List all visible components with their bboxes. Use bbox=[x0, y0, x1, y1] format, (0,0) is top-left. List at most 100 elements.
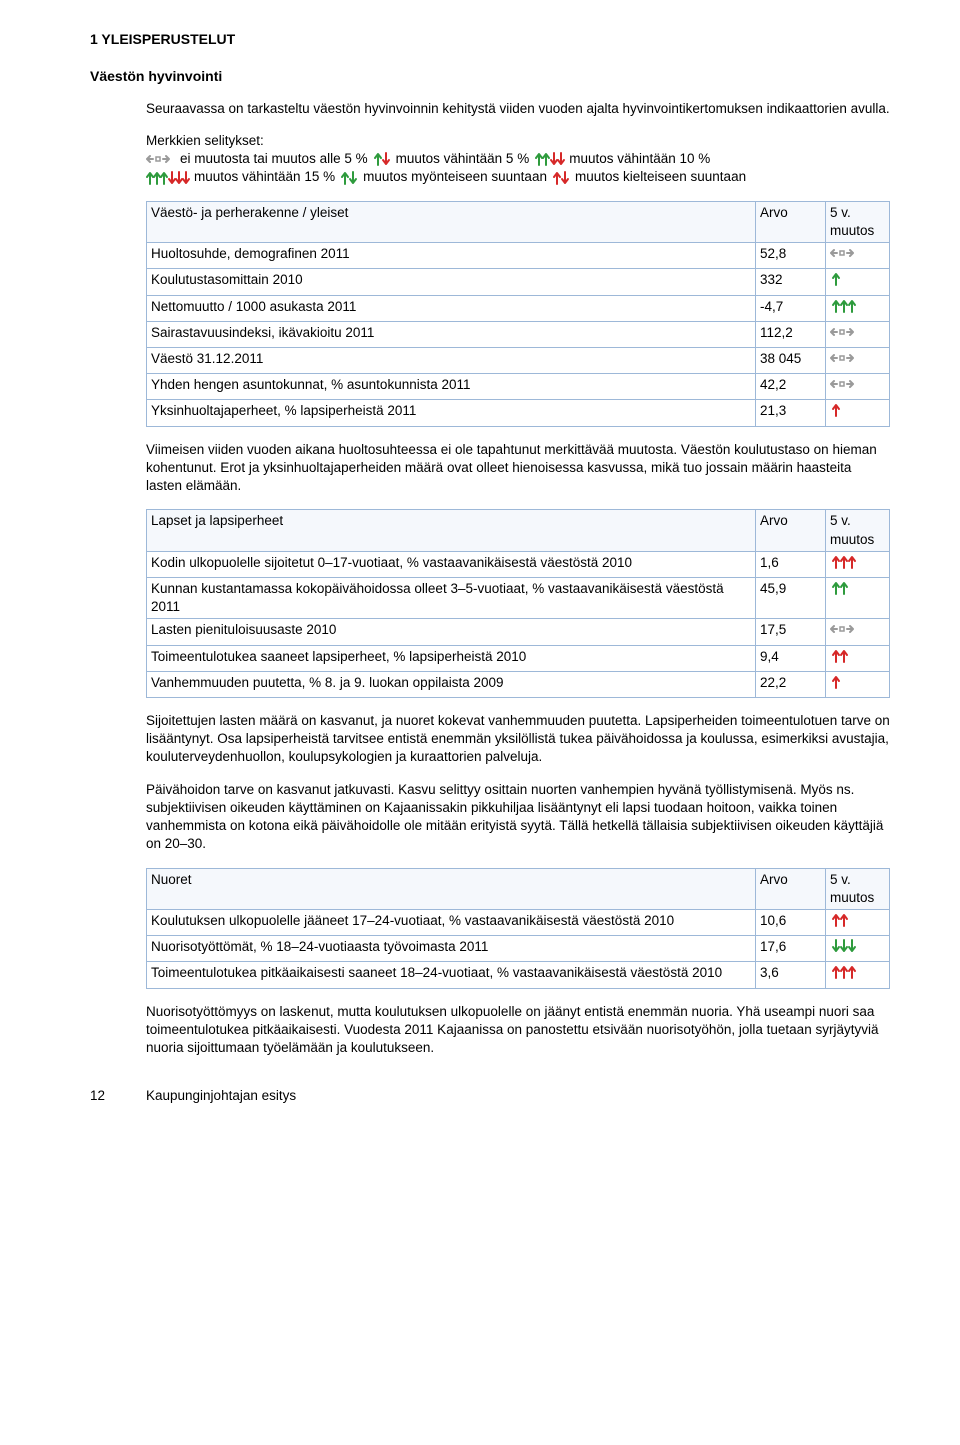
row-value: -4,7 bbox=[756, 295, 826, 321]
legend-label: ei muutosta tai muutos alle 5 % bbox=[180, 150, 368, 168]
trend-icon bbox=[830, 271, 844, 287]
row-value: 3,6 bbox=[756, 962, 826, 988]
page-number: 12 bbox=[90, 1087, 146, 1105]
table-nuoret: Nuoret Arvo 5 v. muutos Koulutuksen ulko… bbox=[146, 868, 890, 989]
table-header-row: Väestö- ja perherakenne / yleiset Arvo 5… bbox=[147, 201, 890, 242]
col-header: Lapset ja lapsiperheet bbox=[147, 510, 756, 551]
paragraph: Päivähoidon tarve on kasvanut jatkuvasti… bbox=[146, 781, 890, 854]
row-value: 52,8 bbox=[756, 243, 826, 269]
row-label: Sairastavuusindeksi, ikävakioitu 2011 bbox=[147, 321, 756, 347]
table-row: Yksinhuoltajaperheet, % lapsiperheistä 2… bbox=[147, 400, 890, 426]
row-icon-cell bbox=[826, 645, 890, 671]
row-icon-cell bbox=[826, 347, 890, 373]
table-row: Sairastavuusindeksi, ikävakioitu 2011112… bbox=[147, 321, 890, 347]
row-icon-cell bbox=[826, 962, 890, 988]
trend-icon bbox=[830, 964, 860, 980]
legend-chg10: muutos vähintään 10 % bbox=[535, 150, 710, 168]
col-header: 5 v. muutos bbox=[826, 868, 890, 909]
table-vaesto: Väestö- ja perherakenne / yleiset Arvo 5… bbox=[146, 201, 890, 427]
table-row: Yhden hengen asuntokunnat, % asuntokunni… bbox=[147, 374, 890, 400]
row-label: Väestö 31.12.2011 bbox=[147, 347, 756, 373]
row-label: Lasten pienituloisuusaste 2010 bbox=[147, 619, 756, 645]
row-label: Toimeentulotukea saaneet lapsiperheet, %… bbox=[147, 645, 756, 671]
pos-icon bbox=[341, 170, 363, 186]
row-value: 21,3 bbox=[756, 400, 826, 426]
row-value: 1,6 bbox=[756, 551, 826, 577]
trend-icon bbox=[830, 674, 844, 690]
row-value: 10,6 bbox=[756, 910, 826, 936]
table-header-row: Lapset ja lapsiperheet Arvo 5 v. muutos bbox=[147, 510, 890, 551]
row-icon-cell bbox=[826, 374, 890, 400]
flat-arrow-icon bbox=[146, 151, 180, 167]
paragraph: Viimeisen viiden vuoden aikana huoltosuh… bbox=[146, 441, 890, 496]
legend-label: muutos vähintään 10 % bbox=[569, 150, 710, 168]
table-row: Väestö 31.12.201138 045 bbox=[147, 347, 890, 373]
row-value: 332 bbox=[756, 269, 826, 295]
row-icon-cell bbox=[826, 671, 890, 697]
trend-icon bbox=[830, 938, 860, 954]
trend-icon bbox=[830, 648, 852, 664]
row-value: 42,2 bbox=[756, 374, 826, 400]
row-label: Koulutuksen ulkopuolelle jääneet 17–24-v… bbox=[147, 910, 756, 936]
trend-icon bbox=[830, 402, 844, 418]
row-value: 9,4 bbox=[756, 645, 826, 671]
row-value: 22,2 bbox=[756, 671, 826, 697]
section-heading: 1 YLEISPERUSTELUT bbox=[90, 30, 890, 49]
legend-label: muutos vähintään 5 % bbox=[396, 150, 530, 168]
col-header: Nuoret bbox=[147, 868, 756, 909]
footer-text: Kaupunginjohtajan esitys bbox=[146, 1087, 296, 1105]
row-label: Yhden hengen asuntokunnat, % asuntokunni… bbox=[147, 374, 756, 400]
paragraph: Sijoitettujen lasten määrä on kasvanut, … bbox=[146, 712, 890, 767]
row-label: Nettomuutto / 1000 asukasta 2011 bbox=[147, 295, 756, 321]
updown3-icon bbox=[146, 170, 194, 186]
subsection-heading: Väestön hyvinvointi bbox=[90, 67, 890, 86]
row-icon-cell bbox=[826, 295, 890, 321]
paragraph: Nuorisotyöttömyys on laskenut, mutta kou… bbox=[146, 1003, 890, 1058]
row-label: Koulutustasomittain 2010 bbox=[147, 269, 756, 295]
table-lapset: Lapset ja lapsiperheet Arvo 5 v. muutos … bbox=[146, 509, 890, 698]
row-icon-cell bbox=[826, 551, 890, 577]
page-footer: 12 Kaupunginjohtajan esitys bbox=[90, 1087, 890, 1105]
col-header: Arvo bbox=[756, 201, 826, 242]
row-value: 38 045 bbox=[756, 347, 826, 373]
updown1-icon bbox=[374, 151, 396, 167]
row-icon-cell bbox=[826, 936, 890, 962]
table-row: Lasten pienituloisuusaste 201017,5 bbox=[147, 619, 890, 645]
intro-paragraph: Seuraavassa on tarkasteltu väestön hyvin… bbox=[146, 100, 890, 118]
trend-icon bbox=[830, 245, 860, 261]
row-icon-cell bbox=[826, 400, 890, 426]
trend-icon bbox=[830, 376, 860, 392]
col-header: Arvo bbox=[756, 510, 826, 551]
trend-icon bbox=[830, 580, 852, 596]
neg-icon bbox=[553, 170, 575, 186]
row-label: Kodin ulkopuolelle sijoitetut 0–17-vuoti… bbox=[147, 551, 756, 577]
table-row: Vanhemmuuden puutetta, % 8. ja 9. luokan… bbox=[147, 671, 890, 697]
legend-label: muutos myönteiseen suuntaan bbox=[363, 168, 547, 186]
table-row: Koulutustasomittain 2010332 bbox=[147, 269, 890, 295]
trend-icon bbox=[830, 324, 860, 340]
table-row: Kunnan kustantamassa kokopäivähoidossa o… bbox=[147, 577, 890, 618]
row-label: Kunnan kustantamassa kokopäivähoidossa o… bbox=[147, 577, 756, 618]
table-row: Toimeentulotukea pitkäaikaisesti saaneet… bbox=[147, 962, 890, 988]
trend-icon bbox=[830, 621, 860, 637]
row-label: Nuorisotyöttömät, % 18–24-vuotiaasta työ… bbox=[147, 936, 756, 962]
table-header-row: Nuoret Arvo 5 v. muutos bbox=[147, 868, 890, 909]
row-icon-cell bbox=[826, 577, 890, 618]
row-label: Huoltosuhde, demografinen 2011 bbox=[147, 243, 756, 269]
table-row: Nettomuutto / 1000 asukasta 2011-4,7 bbox=[147, 295, 890, 321]
legend-neg: muutos kielteiseen suuntaan bbox=[553, 168, 746, 186]
row-icon-cell bbox=[826, 321, 890, 347]
row-icon-cell bbox=[826, 243, 890, 269]
trend-icon bbox=[830, 554, 860, 570]
row-label: Vanhemmuuden puutetta, % 8. ja 9. luokan… bbox=[147, 671, 756, 697]
col-header: 5 v. muutos bbox=[826, 510, 890, 551]
trend-icon bbox=[830, 912, 852, 928]
table-row: Nuorisotyöttömät, % 18–24-vuotiaasta työ… bbox=[147, 936, 890, 962]
legend-chg5: muutos vähintään 5 % bbox=[374, 150, 530, 168]
trend-icon bbox=[830, 298, 860, 314]
row-label: Yksinhuoltajaperheet, % lapsiperheistä 2… bbox=[147, 400, 756, 426]
col-header: Arvo bbox=[756, 868, 826, 909]
row-icon-cell bbox=[826, 910, 890, 936]
legend-title: Merkkien selitykset: bbox=[146, 132, 890, 150]
table-row: Toimeentulotukea saaneet lapsiperheet, %… bbox=[147, 645, 890, 671]
